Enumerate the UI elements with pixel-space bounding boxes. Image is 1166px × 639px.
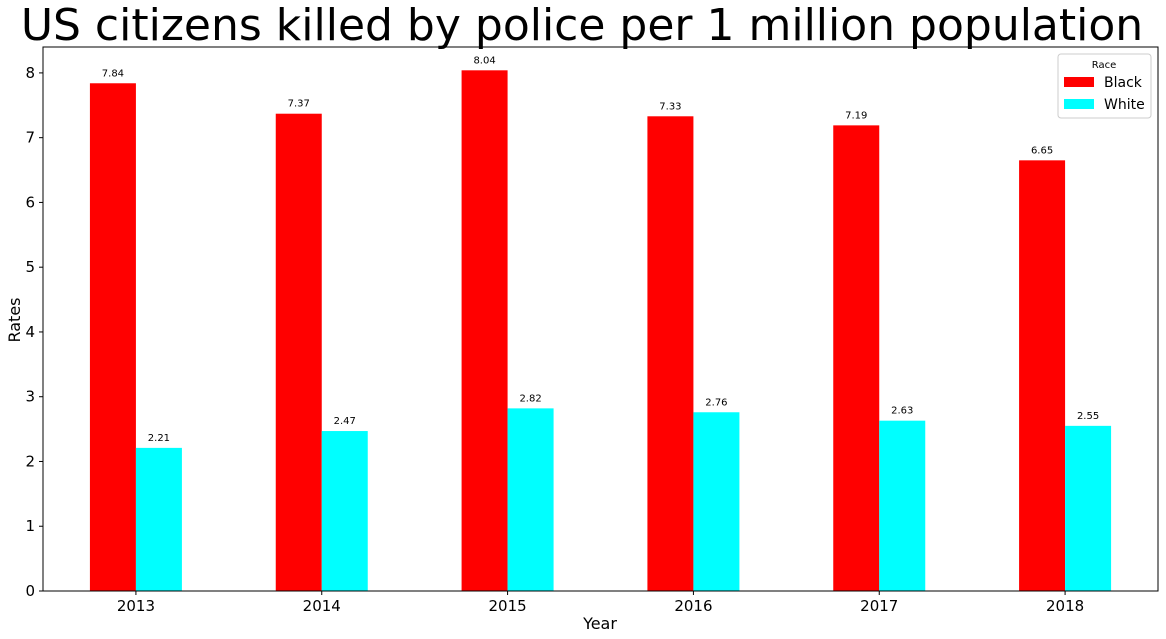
x-tick-label-2015: 2015 — [488, 597, 526, 615]
bar-black-2014 — [275, 113, 322, 591]
data-label-white-2013: 2.21 — [148, 433, 170, 444]
y-tick-label-8: 8 — [25, 64, 35, 82]
x-axis: 2013 2014 2015 2016 2017 2018 — [117, 591, 1084, 615]
bar-black-2013 — [89, 83, 136, 592]
data-label-white-2015: 2.82 — [519, 393, 541, 404]
x-axis-label: Year — [582, 614, 617, 633]
bar-labels-layer: 7.84 2.21 7.37 2.47 8.04 2.82 7.33 2.76 7.19 2.63… — [102, 55, 1099, 444]
bars-layer — [89, 70, 1112, 592]
data-label-black-2017: 7.19 — [845, 110, 867, 121]
x-tick-label-2018: 2018 — [1046, 597, 1084, 615]
data-label-black-2014: 7.37 — [288, 99, 310, 110]
x-tick-label-2014: 2014 — [303, 597, 341, 615]
chart-title: US citizens killed by police per 1 milli… — [21, 0, 1143, 51]
data-label-black-2013: 7.84 — [102, 68, 124, 79]
bar-black-2018 — [1019, 160, 1066, 592]
bar-white-2016 — [693, 412, 740, 591]
plot-frame — [42, 46, 1159, 592]
y-axis-label: Rates — [5, 297, 24, 342]
bar-white-2013 — [135, 447, 182, 591]
bar-white-2018 — [1065, 425, 1112, 591]
data-label-white-2017: 2.63 — [891, 406, 913, 417]
legend-items: Black White — [1064, 75, 1145, 113]
x-tick-label-2013: 2013 — [117, 597, 155, 615]
data-label-black-2015: 8.04 — [473, 55, 495, 66]
bar-white-2015 — [507, 408, 554, 591]
y-tick-label-0: 0 — [25, 582, 35, 600]
bar-black-2017 — [833, 125, 880, 591]
y-tick-label-3: 3 — [25, 388, 35, 406]
y-tick-label-7: 7 — [25, 129, 35, 147]
y-tick-label-4: 4 — [25, 323, 35, 341]
y-tick-label-6: 6 — [25, 193, 35, 211]
legend-label-black: Black — [1104, 75, 1143, 91]
y-tick-label-1: 1 — [25, 517, 35, 535]
bar-black-2016 — [647, 116, 694, 592]
legend-label-white: White — [1104, 97, 1145, 113]
legend-swatch-white — [1064, 99, 1094, 109]
data-label-black-2016: 7.33 — [659, 101, 681, 112]
data-label-white-2016: 2.76 — [705, 397, 727, 408]
y-tick-label-2: 2 — [25, 452, 35, 470]
data-label-white-2014: 2.47 — [334, 416, 356, 427]
x-tick-label-2017: 2017 — [860, 597, 898, 615]
data-label-black-2018: 6.65 — [1031, 145, 1053, 156]
legend-swatch-black — [1064, 77, 1094, 87]
bar-black-2015 — [461, 70, 508, 592]
bar-white-2017 — [879, 420, 926, 591]
y-axis: 0 1 2 3 4 5 6 7 8 — [25, 64, 43, 600]
legend: Race Black White — [1057, 53, 1152, 119]
x-tick-label-2016: 2016 — [674, 597, 712, 615]
data-label-white-2018: 2.55 — [1077, 411, 1099, 422]
legend-title: Race — [1092, 60, 1117, 71]
y-tick-label-5: 5 — [25, 258, 35, 276]
bar-white-2014 — [321, 431, 368, 591]
